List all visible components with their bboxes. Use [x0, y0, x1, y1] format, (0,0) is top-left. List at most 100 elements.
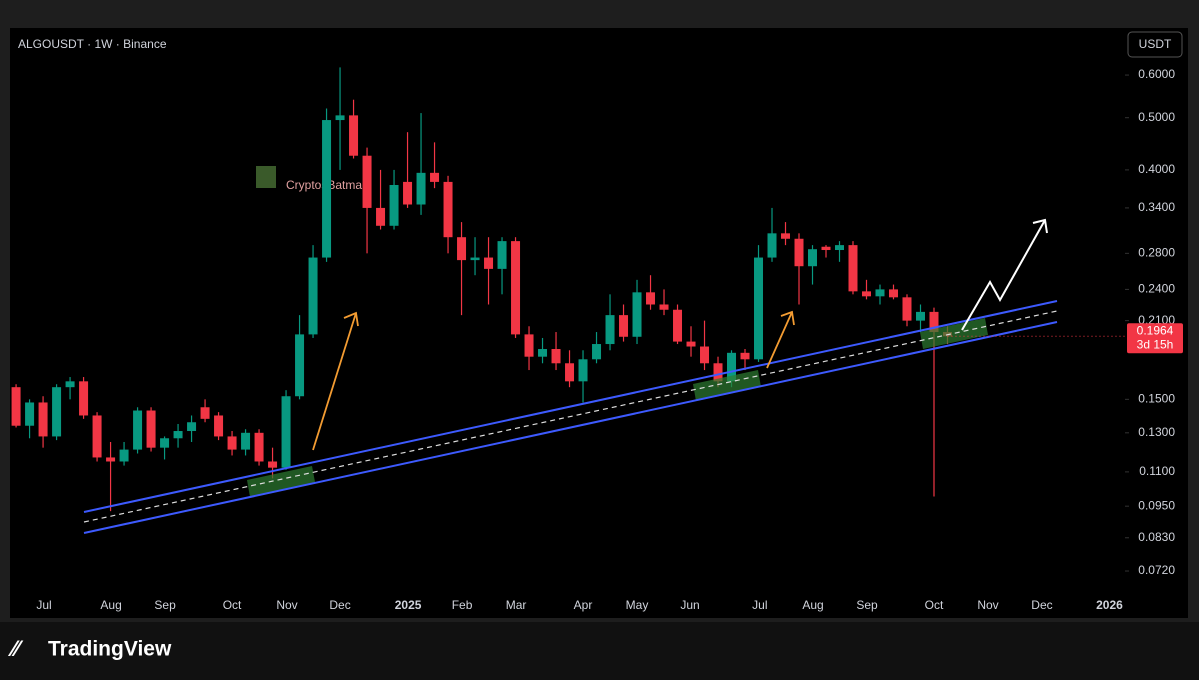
candle-body: [754, 257, 764, 360]
candles: [11, 67, 952, 512]
candle-body: [295, 334, 305, 397]
candle-body: [200, 407, 210, 419]
candle-body: [335, 115, 345, 121]
candle-body: [362, 155, 372, 208]
candle-body: [713, 363, 723, 382]
x-tick-label: Jul: [36, 598, 51, 612]
candle-body: [902, 297, 912, 321]
x-tick-label: Aug: [100, 598, 121, 612]
candle-body: [65, 381, 75, 388]
candle-body: [25, 402, 35, 426]
x-tick-label: 2025: [395, 598, 422, 612]
candle-body: [686, 341, 696, 347]
drawings: [83, 218, 1058, 534]
candle-body: [281, 396, 291, 468]
candle-body: [416, 172, 426, 205]
x-tick-label: Sep: [154, 598, 176, 612]
candle-body: [781, 233, 791, 239]
candle-body: [915, 311, 925, 321]
candle-body: [268, 461, 278, 468]
candle-body: [376, 207, 386, 226]
candle-body: [38, 402, 48, 437]
footer-bar: [0, 622, 1199, 680]
y-tick-label: 0.1100: [1139, 464, 1175, 478]
candle-body: [592, 344, 602, 360]
candle-body: [888, 289, 898, 298]
x-tick-label: Jul: [752, 598, 767, 612]
candle-body: [875, 289, 885, 297]
candle-body: [861, 291, 871, 297]
candle-body: [457, 237, 467, 261]
candle-body: [349, 115, 359, 156]
x-tick-label: Dec: [329, 598, 350, 612]
y-tick-label: 0.4000: [1138, 162, 1175, 176]
candle-body: [389, 184, 399, 226]
candle-body: [632, 292, 642, 337]
symbol-label: ALGOUSDT · 1W · Binance: [18, 37, 167, 51]
zone: [693, 370, 761, 401]
candle-body: [308, 257, 318, 335]
candle-body: [79, 381, 89, 416]
arrow: [312, 312, 357, 451]
y-tick-label: 0.1300: [1138, 425, 1175, 439]
y-tick-label: 0.0720: [1138, 563, 1175, 577]
x-tick-label: Jun: [680, 598, 699, 612]
candle-body: [848, 245, 858, 292]
candle-body: [578, 359, 588, 382]
y-tick-label: 0.2400: [1138, 282, 1175, 296]
projection-arrow: [961, 219, 1046, 331]
candle-body: [11, 387, 21, 426]
y-tick-label: 0.5000: [1138, 110, 1175, 124]
y-tick-label: 0.1500: [1138, 392, 1175, 406]
channel-mid: [83, 310, 1058, 523]
watermark-avatar: [256, 166, 276, 188]
x-tick-label: Mar: [506, 598, 527, 612]
candle-body: [538, 349, 548, 357]
candle-body: [241, 432, 251, 450]
candle-body: [646, 292, 656, 305]
countdown-label: 3d 15h: [1137, 337, 1174, 351]
chart-panel: [10, 28, 1188, 618]
candle-body: [227, 436, 237, 450]
currency-label[interactable]: USDT: [1139, 37, 1172, 51]
candle-body: [173, 431, 183, 439]
channel-lower: [83, 321, 1058, 534]
x-tick-label: Feb: [452, 598, 473, 612]
candle-body: [808, 249, 818, 267]
candle-body: [484, 257, 494, 269]
candle-body: [160, 438, 170, 448]
x-tick-label: May: [626, 598, 649, 612]
candle-body: [551, 349, 561, 364]
candle-body: [403, 181, 413, 205]
current-price-label: 0.1964: [1137, 323, 1174, 337]
candle-body: [470, 257, 480, 261]
candle-body: [146, 410, 156, 448]
y-tick-label: 0.0950: [1138, 498, 1175, 512]
currency-button[interactable]: [1127, 31, 1183, 58]
candle-body: [794, 238, 804, 267]
candle-body: [511, 241, 521, 335]
arrow-head: [780, 310, 795, 326]
candle-body: [497, 241, 507, 269]
candle-body: [619, 315, 629, 337]
channel-upper: [83, 300, 1058, 513]
y-tick-label: 0.6000: [1138, 67, 1175, 81]
candle-body: [727, 352, 737, 382]
candle-body: [740, 352, 750, 360]
brand: TradingView: [48, 638, 172, 661]
x-tick-label: 2026: [1096, 598, 1123, 612]
candle-body: [443, 181, 453, 238]
candle-body: [659, 304, 669, 310]
candle-body: [821, 246, 831, 251]
candle-body: [565, 363, 575, 382]
candle-body: [524, 334, 534, 357]
arrow: [766, 311, 793, 369]
candle-body: [52, 387, 62, 437]
current-price-tag: [1127, 323, 1183, 354]
y-tick-label: 0.3400: [1138, 200, 1175, 214]
arrow-head: [1032, 218, 1048, 234]
x-tick-label: Apr: [574, 598, 593, 612]
x-tick-label: Oct: [223, 598, 242, 612]
